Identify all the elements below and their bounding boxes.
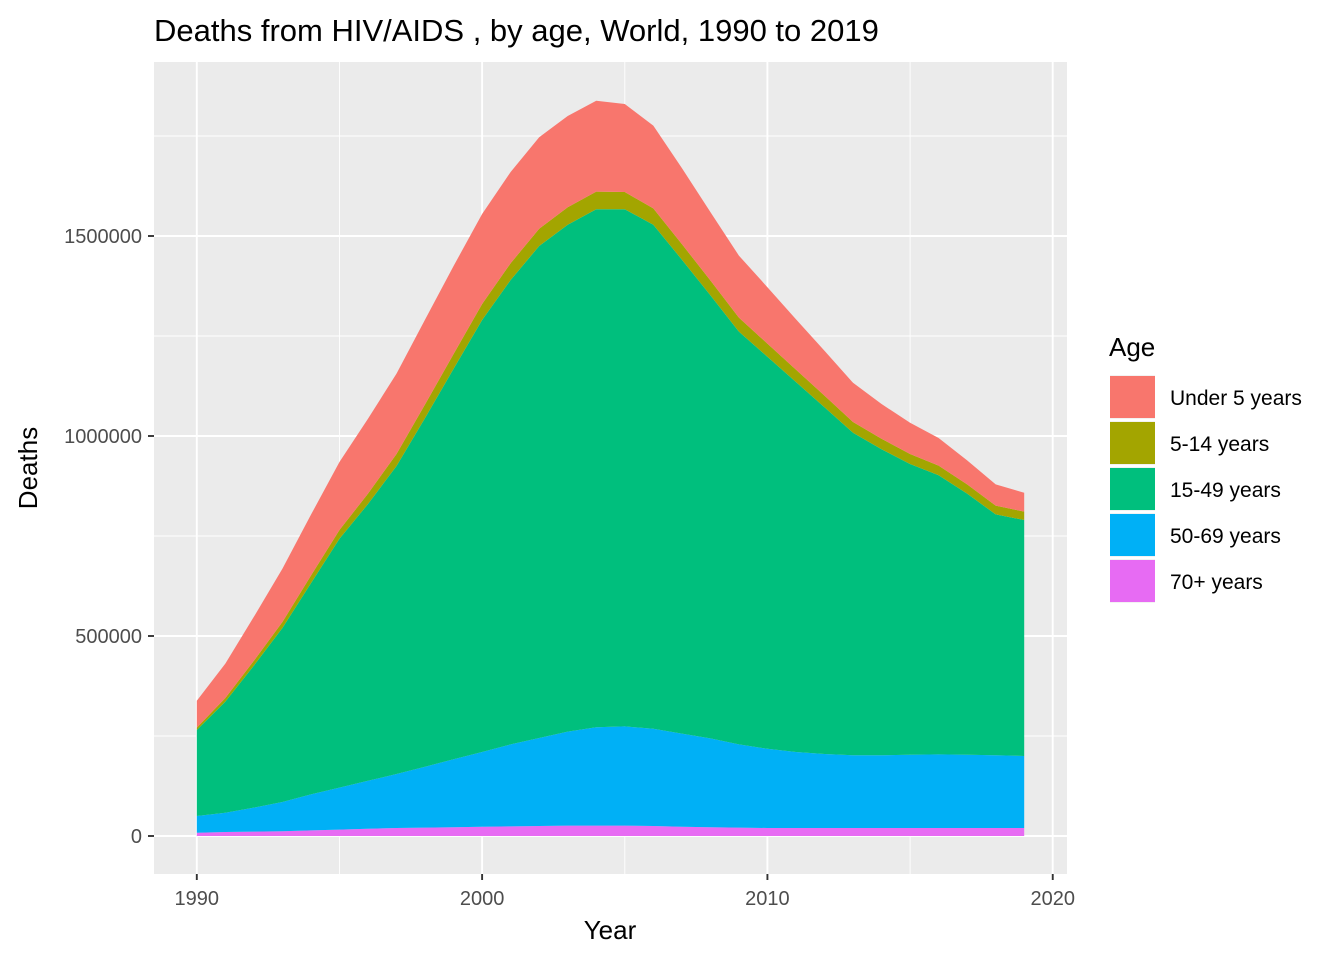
x-axis-title: Year [584,915,637,945]
legend-swatch-5-14-years [1110,422,1155,464]
x-tick-label: 2010 [745,888,790,910]
y-axis-title: Deaths [13,427,43,509]
x-axis: 1990 2000 2010 2020 [175,874,1075,910]
legend-swatch-under-5-years [1110,376,1155,418]
stacked-areas [196,100,1025,836]
legend-label-15-49-years: 15-49 years [1170,479,1281,502]
x-tick-label: 2000 [460,888,505,910]
y-tick-label: 1500000 [64,226,142,248]
y-tick-label: 0 [131,826,142,848]
legend-label-50-69-years: 50-69 years [1170,525,1281,548]
legend-label-under-5-years: Under 5 years [1170,387,1302,410]
legend-swatch-50-69-years [1110,514,1155,556]
x-tick-label: 2020 [1030,888,1075,910]
legend-title: Age [1109,332,1155,362]
legend-swatch-70plus-years [1110,560,1155,602]
area-50-69-years [196,726,1025,833]
y-axis: 0 500000 1000000 1500000 [64,226,154,848]
area-70plus-years [196,825,1025,836]
y-tick-label: 1000000 [64,426,142,448]
x-tick-label: 1990 [175,888,220,910]
area-under-5-years [196,100,1025,728]
legend-label-70plus-years: 70+ years [1170,571,1263,594]
legend-label-5-14-years: 5-14 years [1170,433,1269,456]
legend-swatch-15-49-years [1110,468,1155,510]
y-tick-label: 500000 [75,626,142,648]
area-15-49-years [196,209,1025,816]
chart-title: Deaths from HIV/AIDS , by age, World, 19… [154,13,879,48]
legend: Age Under 5 years 5-14 years 15-49 years 50… [1109,332,1302,603]
